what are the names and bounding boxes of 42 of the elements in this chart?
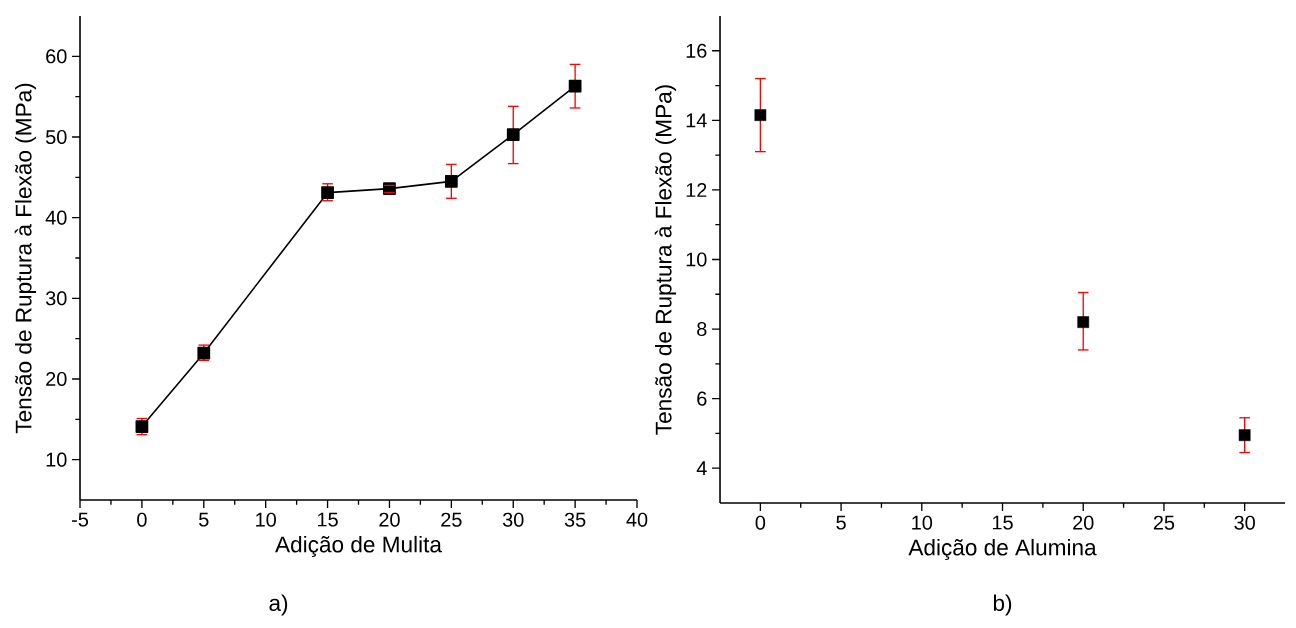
x-tick-label: 30 [1234,515,1255,530]
y-axis-title: Tensão de Ruptura à Flexão (MPa) [654,85,677,435]
x-tick-label: 0 [755,515,766,530]
point [444,174,458,188]
point [568,79,582,93]
y-tick-label: 14 [686,113,707,128]
point [754,109,767,121]
y-tick-label: 30 [45,291,67,306]
y-tick-label: 4 [696,461,707,476]
y-tick-label: 10 [686,252,707,267]
x-tick-label: 40 [626,512,648,527]
y-tick-label: 6 [697,391,707,406]
x-axis-title: Adição de Alumina [908,538,1097,561]
x-tick-label: 15 [992,515,1013,530]
y-tick-label: 12 [686,182,707,197]
x-tick-label: 20 [1073,515,1094,530]
text: a) [269,594,288,616]
y-tick-label: 50 [45,129,67,145]
x-tick-label: 10 [912,515,933,530]
x-tick-label: -5 [72,512,89,527]
y-tick-label: 16 [686,43,707,58]
point [1077,316,1090,328]
y-tick-label: 10 [46,452,67,467]
point [506,128,520,141]
x-tick-label: 20 [379,512,400,527]
x-tick-label: 30 [502,512,524,527]
x-tick-label: 35 [564,512,586,527]
x-axis-title: Adição de Mulita [275,535,442,558]
y-tick-label: 20 [46,371,67,387]
x-tick-label: 25 [441,512,462,527]
x-tick-label: 5 [836,515,846,530]
point [1238,429,1251,441]
y-tick-label: 40 [45,210,67,225]
x-tick-label: 10 [256,512,276,527]
x-tick-label: 25 [1153,515,1175,530]
y-tick-label: 8 [697,322,707,337]
y-axis-title: Tensão de Ruptura à Flexão (MPa) [14,83,37,434]
y-tick-label: 60 [46,49,67,64]
x-tick-label: 15 [318,512,338,527]
x-tick-label: 5 [199,512,209,527]
text: b) [993,594,1012,616]
x-tick-label: 0 [137,512,147,527]
